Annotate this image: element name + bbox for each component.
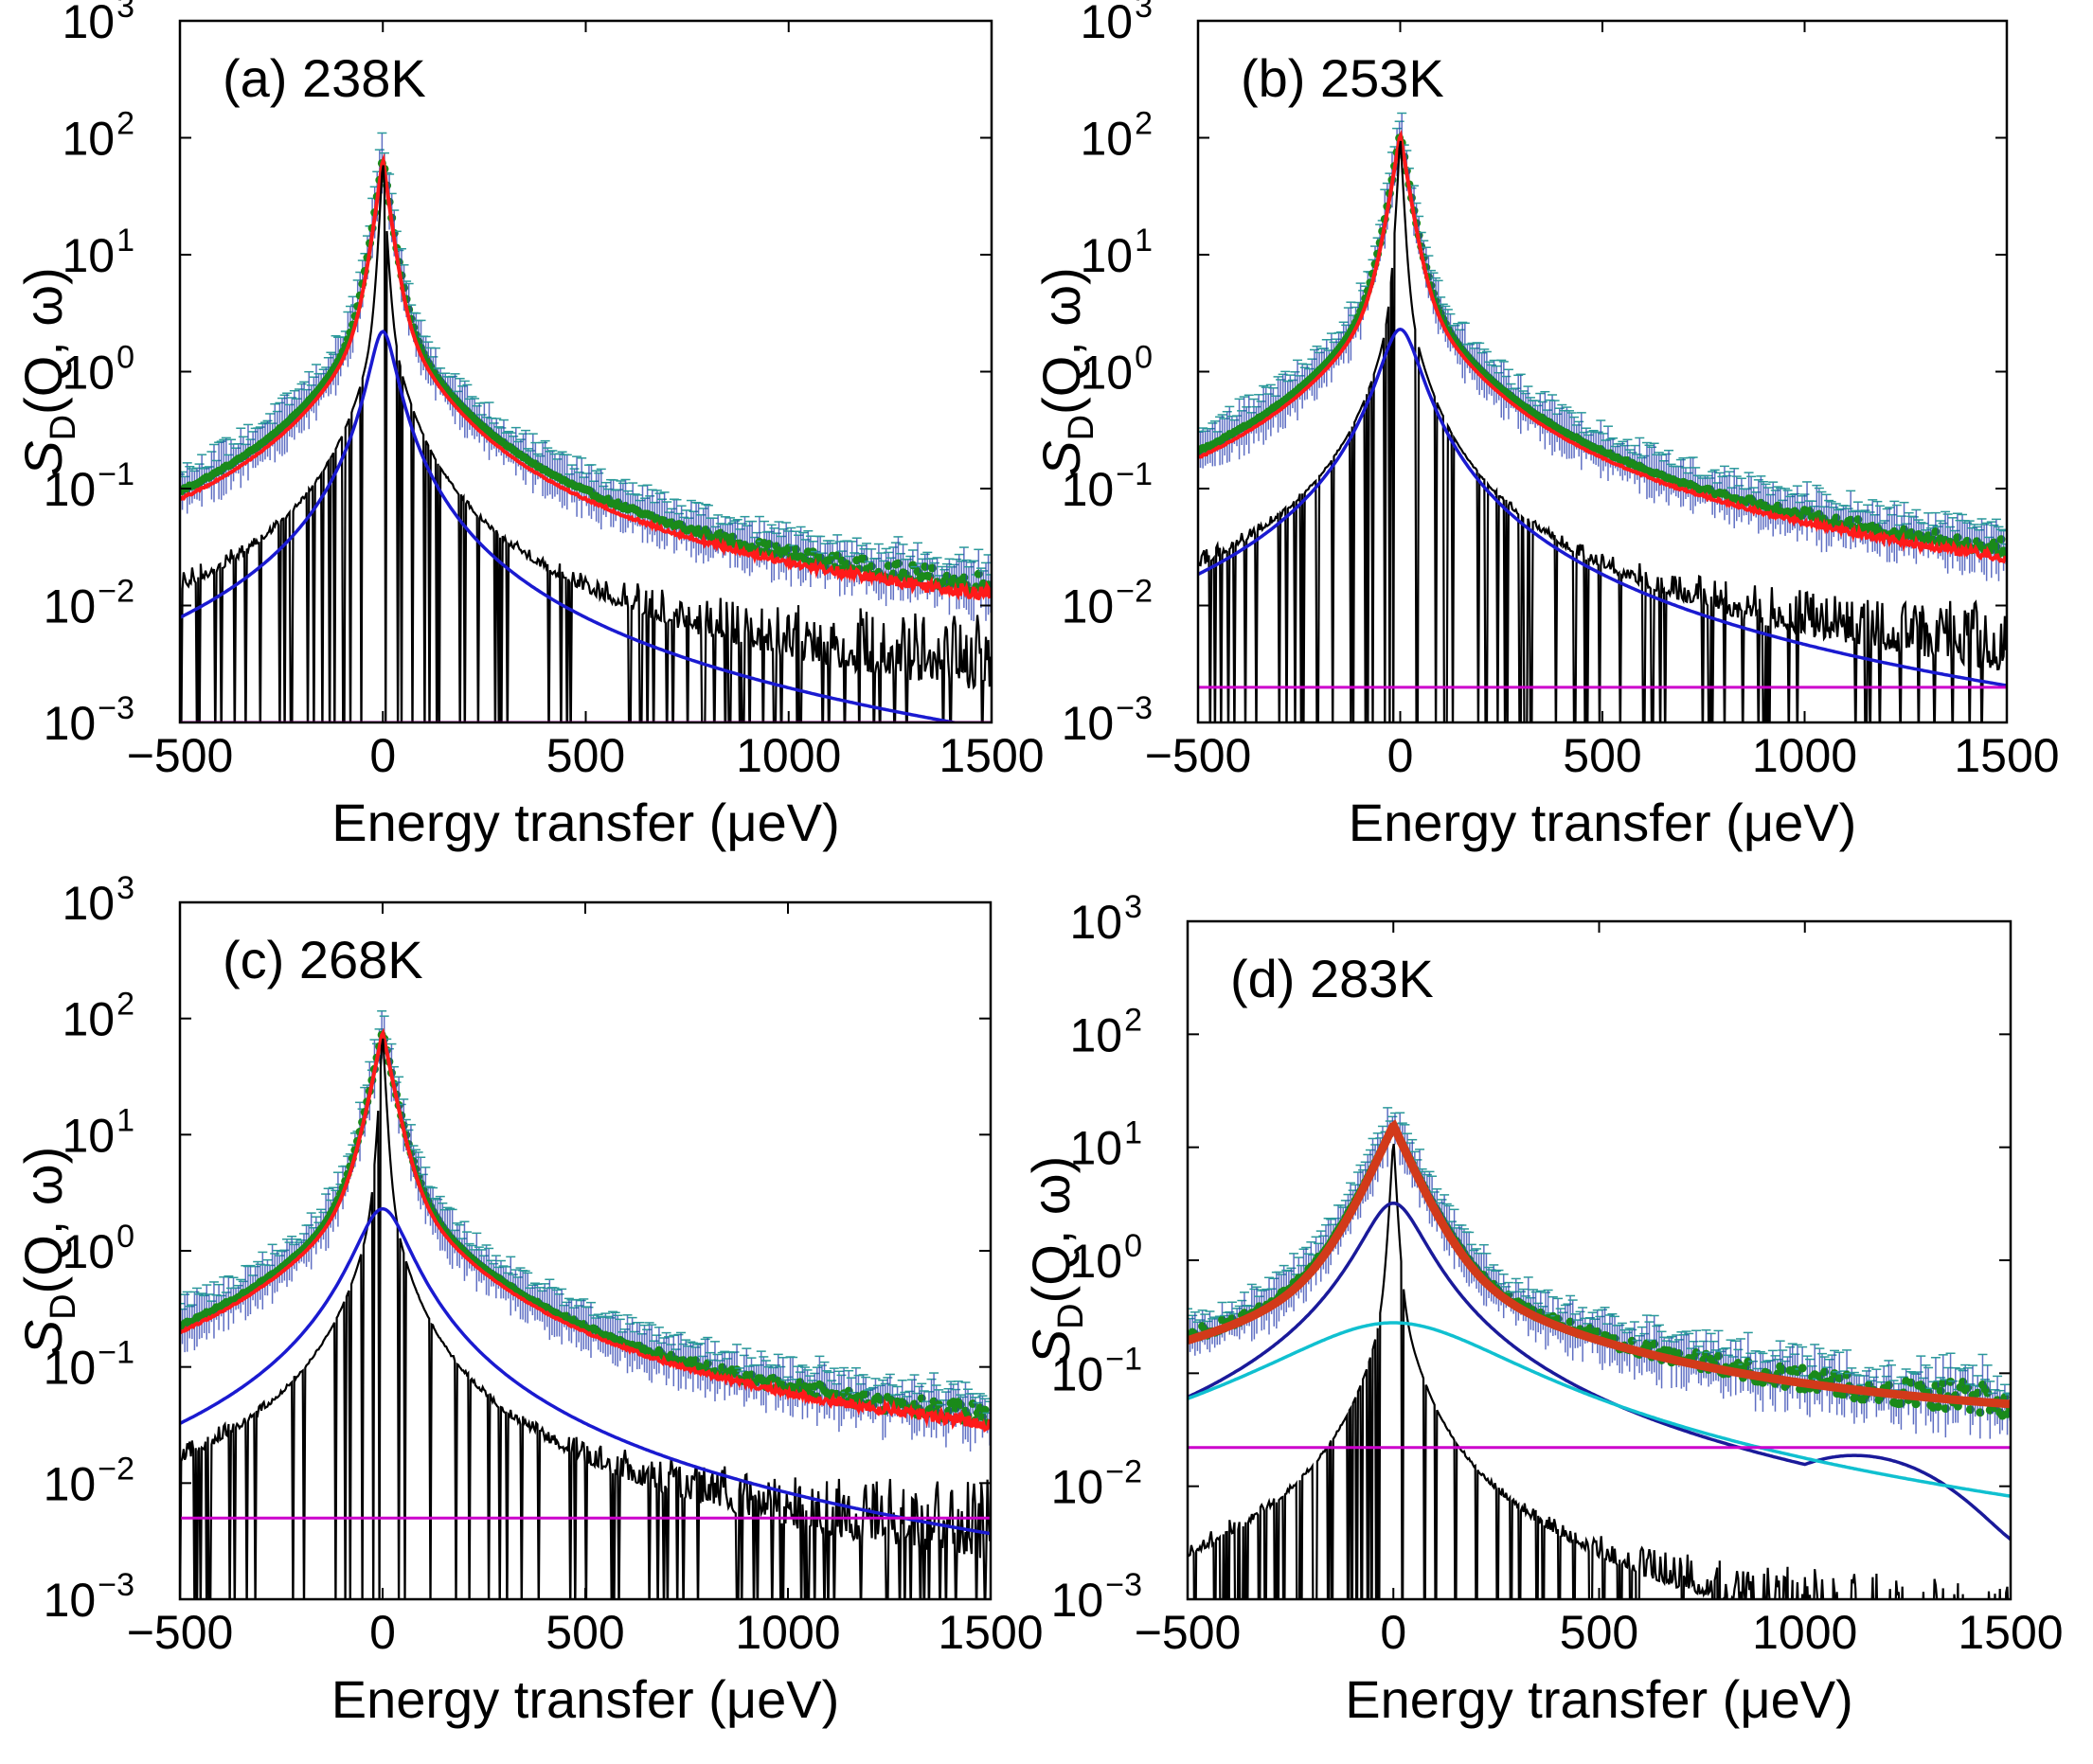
panel-title: (b) 253K [1241, 48, 1444, 108]
y-tick-label: 10−3 [44, 690, 134, 750]
x-tick-label: 1500 [938, 1606, 1043, 1659]
y-tick-label: 103 [62, 870, 134, 930]
data-point [2003, 1409, 2011, 1418]
x-tick-label: 0 [1380, 1606, 1406, 1659]
data-point [1798, 1363, 1807, 1373]
series-lorentzian-line [1198, 328, 2007, 687]
data-point [1911, 1399, 1921, 1409]
series-data-points [180, 132, 992, 622]
data-point [1934, 1402, 1943, 1412]
y-tick-label: 102 [1069, 1002, 1142, 1061]
y-axis-label: SD(Q, ω) [1031, 267, 1101, 476]
x-tick-label: 0 [369, 1606, 396, 1659]
y-tick-label: 103 [62, 0, 134, 48]
x-tick-label: 500 [546, 729, 625, 782]
y-axis-label: SD(Q, ω) [1021, 1156, 1091, 1365]
y-tick-label: 10−3 [1062, 690, 1153, 750]
panel-title: (a) 238K [223, 48, 426, 108]
panel-title: (d) 283K [1230, 949, 1434, 1008]
series-resolution-line [1198, 140, 2007, 722]
series-total-fit-line [180, 1027, 991, 1434]
y-tick-label: 10−2 [44, 1451, 134, 1510]
series-data-points [180, 1010, 991, 1452]
x-tick-label: 1000 [1752, 729, 1857, 782]
series-data-points [1198, 112, 2007, 581]
x-tick-label: 1500 [939, 729, 1044, 782]
x-axis-label: Energy transfer (μeV) [1345, 1669, 1852, 1729]
series-total-fit-line [1198, 129, 2007, 564]
y-tick-label: 10−3 [1051, 1567, 1142, 1627]
x-tick-label: 0 [1387, 729, 1414, 782]
y-tick-label: 10−2 [44, 574, 134, 633]
y-tick-label: 10−1 [1051, 1341, 1142, 1400]
y-tick-label: 10−2 [1062, 574, 1153, 633]
series-total-fit-line [1188, 1119, 2011, 1409]
series-resolution-line [1188, 1143, 2010, 1599]
y-tick-label: 10−1 [44, 1335, 134, 1395]
x-tick-label: −500 [127, 729, 234, 782]
series-resolution-line [180, 165, 992, 722]
panel-d: −500 0 500 1000 150010−310−210−1100101102103… [1021, 889, 2064, 1729]
y-tick-label: 10−1 [44, 456, 134, 516]
y-tick-label: 102 [62, 106, 134, 166]
data-point [980, 1405, 990, 1415]
x-tick-label: 500 [1560, 1606, 1638, 1659]
y-axis-label: SD(Q, ω) [13, 267, 83, 476]
panel-b: −500 0 500 1000 150010−310−210−1100101102103… [1031, 0, 2060, 852]
plot-area [180, 1010, 991, 1599]
y-axis-label: SD(Q, ω) [13, 1147, 83, 1356]
x-axis-label: Energy transfer (μeV) [1349, 793, 1856, 852]
y-tick-label: 10−3 [44, 1567, 134, 1627]
y-tick-label: 100 [62, 340, 134, 400]
series-total-fit-line [180, 152, 992, 601]
x-tick-label: 1000 [736, 729, 841, 782]
x-tick-label: −500 [1135, 1606, 1242, 1659]
x-tick-label: −500 [127, 1606, 234, 1659]
y-tick-label: 102 [62, 987, 134, 1046]
series-resolution-line [180, 1038, 991, 1599]
panel-c: −500 0 500 1000 150010−310−210−1100101102103… [13, 870, 1044, 1729]
panel-a: −500 0 500 1000 150010−310−210−1100101102103… [13, 0, 1045, 852]
panel-title: (c) 268K [223, 930, 423, 989]
x-tick-label: 1500 [1958, 1606, 2063, 1659]
x-tick-label: 1000 [1752, 1606, 1857, 1659]
x-tick-label: −500 [1145, 729, 1252, 782]
y-tick-label: 102 [1080, 106, 1153, 166]
plot-area [1198, 112, 2007, 722]
y-tick-label: 10−2 [1051, 1454, 1142, 1514]
plot-area [180, 132, 992, 722]
x-tick-label: 500 [546, 1606, 624, 1659]
series-lorentzian-line [180, 330, 964, 722]
x-axis-label: Energy transfer (μeV) [331, 793, 839, 852]
x-axis-label: Energy transfer (μeV) [331, 1669, 839, 1729]
plot-area [1188, 1107, 2011, 1599]
x-tick-label: 500 [1563, 729, 1641, 782]
series-lorentzian-broad-line [1188, 1321, 2011, 1498]
x-tick-label: 0 [369, 729, 396, 782]
y-tick-label: 103 [1080, 0, 1153, 48]
x-tick-label: 1500 [1954, 729, 2059, 782]
series-lorentzian-line [180, 1206, 991, 1536]
y-tick-label: 103 [1069, 889, 1142, 949]
x-tick-label: 1000 [735, 1606, 840, 1659]
